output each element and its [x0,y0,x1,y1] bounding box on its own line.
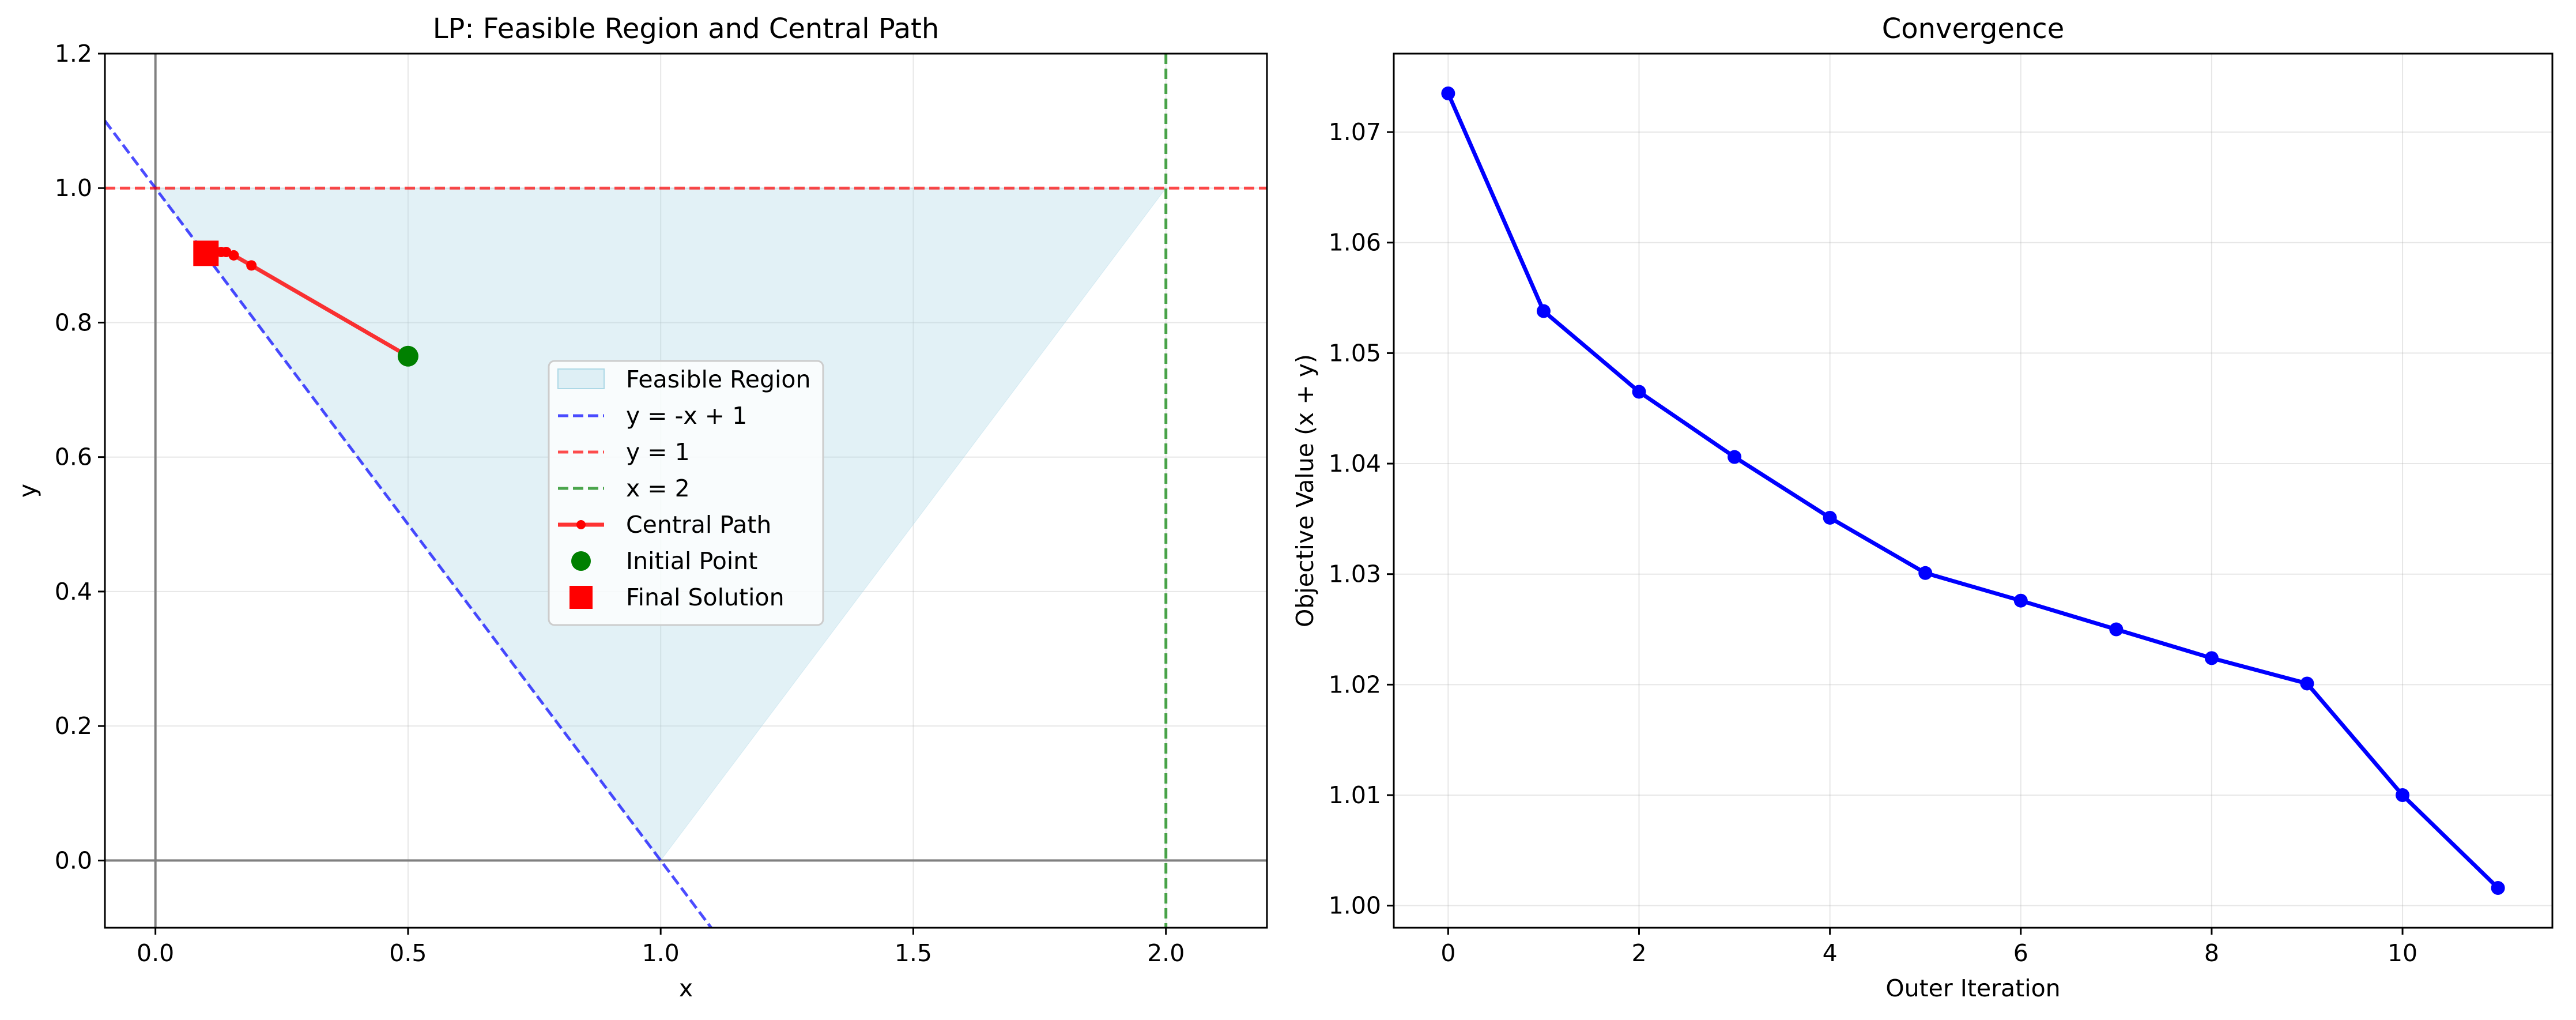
left-x-tick-label: 0.5 [389,939,427,967]
right-y-ticks: 1.00 1.01 1.02 1.03 1.04 1.05 1.06 1.07 [1329,118,1394,920]
left-y-tick-label: 0.8 [55,308,92,336]
left-y-ticks: 0.0 0.2 0.4 0.6 0.8 1.0 1.2 [55,40,105,874]
left-y-tick-label: 0.6 [55,443,92,471]
left-x-tick-label: 0.0 [137,939,174,967]
left-y-tick-label: 1.0 [55,174,92,202]
convergence-point [1918,566,1933,580]
convergence-point [1823,510,1837,525]
convergence-point [1632,385,1646,399]
right-y-tick-label: 1.04 [1329,450,1381,477]
initial-point-marker [397,345,418,367]
left-x-tick-label: 2.0 [1147,939,1185,967]
left-x-tick-label: 1.0 [642,939,680,967]
left-chart-title: LP: Feasible Region and Central Path [433,13,940,45]
left-y-axis-label: y [14,484,42,498]
legend-swatch-final-solution [569,586,593,609]
right-plot-content [1441,86,2505,895]
legend-box [548,360,824,626]
right-x-tick-label: 10 [2388,939,2417,967]
right-x-tick-label: 6 [2013,939,2028,967]
left-x-ticks: 0.0 0.5 1.0 1.5 2.0 [137,928,1185,967]
right-grid [1394,54,2552,928]
legend-label-line-1: y = -x + 1 [626,402,747,430]
right-y-axis-label: Objective Value (x + y) [1291,354,1319,627]
convergence-line [1446,92,2500,890]
convergence-point [2109,622,2124,637]
right-y-tick-label: 1.00 [1329,892,1381,920]
right-x-tick-label: 0 [1440,939,1455,967]
convergence-point [2013,593,2028,608]
convergence-point [2300,676,2314,691]
legend-swatch-initial-point [571,551,591,571]
left-y-tick-label: 1.2 [55,40,92,67]
left-y-tick-label: 0.0 [55,846,92,874]
right-y-tick-label: 1.07 [1329,118,1381,146]
convergence-point [1536,304,1551,318]
right-y-tick-label: 1.03 [1329,560,1381,588]
legend-label-central-path: Central Path [626,511,771,539]
central-path-point [246,260,257,271]
convergence-point [2491,881,2505,895]
right-x-tick-label: 4 [1823,939,1838,967]
left-x-tick-label: 1.5 [895,939,932,967]
legend-label-feasible-region: Feasible Region [626,366,810,393]
left-plot: 0.0 0.5 1.0 1.5 2.0 0.0 0.2 0.4 0.6 0.8 1.0 1.2 LP… [14,13,1268,1002]
legend-label-final-solution: Final Solution [626,584,785,611]
right-x-tick-label: 8 [2204,939,2219,967]
left-y-tick-label: 0.2 [55,712,92,740]
right-axes-frame [1393,52,2554,929]
right-x-tick-label: 2 [1631,939,1646,967]
final-solution-marker [193,240,219,266]
legend-label-line-2: y = 1 [626,438,690,466]
convergence-point [1728,450,1742,464]
legend-label-initial-point: Initial Point [626,547,757,575]
convergence-point [2204,651,2219,665]
right-x-ticks: 0 2 4 6 8 10 [1440,928,2417,967]
convergence-point [2396,788,2410,803]
legend-swatch-feasible-region [557,368,605,389]
legend: Feasible Region y = -x + 1 y = 1 x = 2 C… [548,360,824,626]
right-y-tick-label: 1.01 [1329,781,1381,809]
left-y-tick-label: 0.4 [55,578,92,605]
right-y-tick-label: 1.06 [1329,229,1381,257]
left-axes-frame [104,52,1268,929]
right-x-axis-label: Outer Iteration [1885,974,2060,1002]
right-y-tick-label: 1.05 [1329,339,1381,367]
right-y-tick-label: 1.02 [1329,671,1381,698]
legend-label-line-3: x = 2 [626,475,690,502]
legend-swatch-central-path-marker [576,520,586,529]
right-chart-title: Convergence [1882,13,2064,45]
right-plot: 0 2 4 6 8 10 1.00 1.01 1.02 1.03 1.04 1.05 1.06 1.07… [1291,13,2554,1002]
left-x-axis-label: x [679,974,693,1002]
convergence-point [1441,86,1455,100]
